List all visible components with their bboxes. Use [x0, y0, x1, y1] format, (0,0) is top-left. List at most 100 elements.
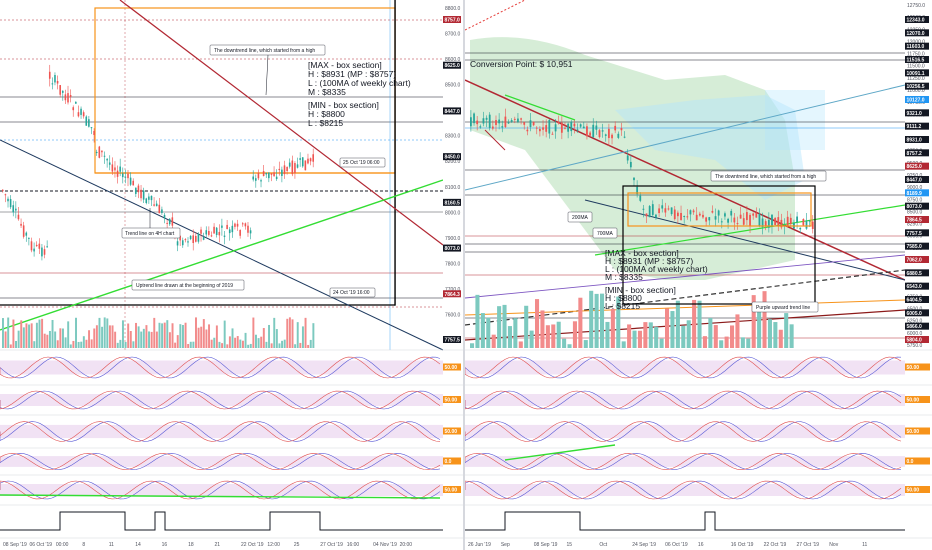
indicator-trend-line: [504, 444, 616, 461]
candle-body: [239, 229, 241, 236]
left-time-axis[interactable]: 08 Sep '19 06 Oct '19 00:00 8 11 14 16 18 21 22 O…: [0, 537, 463, 550]
volume-bar: [578, 297, 583, 348]
volume-bar: [255, 334, 257, 348]
candle-body: [611, 134, 613, 139]
time-tick-label: 04 Nov '19: [373, 542, 397, 548]
price-tag: [905, 269, 929, 277]
left-chart-canvas[interactable]: The downtrend line, which started from a…: [0, 0, 463, 550]
max-min-text: [MAX - box section] H : $8931 (MP : $875…: [308, 60, 411, 128]
volume-bar: [497, 306, 502, 348]
indicator-tag-label: 0.0: [907, 459, 914, 465]
volume-bar: [234, 337, 237, 348]
indicator-tag: [905, 363, 930, 371]
candle-body: [20, 223, 22, 226]
indicator-tag: [443, 457, 461, 465]
candle-body: [129, 177, 132, 185]
price-tag-label: 6543.0: [907, 284, 923, 290]
volume-bar: [304, 317, 307, 348]
volume-bar: [4, 331, 7, 348]
candle-body: [758, 213, 761, 226]
volume-bar: [616, 296, 621, 348]
price-tick-label: 7600.0: [445, 312, 461, 318]
volume-bar: [41, 318, 44, 348]
price-tag-label: 12343.0: [907, 18, 925, 24]
price-tag-label: 8625.0: [907, 164, 923, 170]
price-tick-label: 12000.0: [907, 39, 925, 45]
volume-bar: [643, 322, 648, 348]
indicator-signal-line: [0, 480, 441, 500]
volume-bar: [114, 331, 117, 348]
right-price-axis[interactable]: 12750.012500.012250.012000.011750.011500…: [905, 0, 932, 350]
volume-bar: [174, 342, 177, 348]
candle-body: [796, 216, 798, 223]
volume-bar: [28, 324, 31, 348]
volume-bar: [163, 322, 166, 348]
volume-bar: [116, 342, 119, 348]
candle-body: [488, 114, 491, 128]
candle-body: [510, 120, 513, 122]
price-tag: [443, 336, 461, 343]
candle-body: [485, 117, 488, 120]
candle-body: [470, 117, 472, 127]
indicator-band: [465, 484, 905, 496]
candle-body: [90, 127, 93, 129]
pane-divider[interactable]: [463, 0, 465, 550]
price-tag: [905, 29, 929, 37]
candle-body: [72, 107, 75, 111]
right-chart-pane[interactable]: Conversion Point: $ 10,951 The downtrend…: [465, 0, 932, 550]
price-tag: [905, 322, 929, 330]
volume-bar: [93, 328, 96, 348]
volume-bar: [252, 317, 255, 348]
candle-body: [501, 126, 504, 128]
indicator-signal-line: [465, 390, 902, 410]
candle-body: [642, 208, 645, 210]
volume-bar: [140, 331, 143, 348]
time-tick-label: 08 Sep '19: [534, 542, 558, 548]
candle-body: [658, 208, 660, 214]
candle-body: [786, 216, 789, 226]
right-chart-canvas[interactable]: Conversion Point: $ 10,951 The downtrend…: [465, 0, 932, 550]
time-tick-label: 08 Sep '19: [3, 542, 27, 548]
right-time-axis[interactable]: 26 Jun '19 Sep 08 Sep '19 15 Oct 24 Sep '19 06…: [465, 537, 932, 550]
volume-bar: [82, 336, 85, 348]
left-chart-pane[interactable]: The downtrend line, which started from a…: [0, 0, 463, 550]
time-tick-label: Nov: [829, 542, 838, 548]
candle-body: [121, 173, 124, 178]
volume-bar: [757, 301, 762, 348]
candle-body: [633, 177, 635, 181]
svg-text:Trend line on 4H chart: Trend line on 4H chart: [125, 231, 175, 237]
candle-body: [166, 222, 168, 224]
max-line-0: [MAX - box section]: [308, 60, 382, 70]
candle-body: [771, 214, 773, 227]
candle-body: [140, 189, 142, 199]
candle-body: [221, 225, 223, 228]
candle-body: [137, 185, 140, 193]
volume-bar: [239, 339, 242, 348]
candle-body: [639, 195, 642, 201]
price-tag-label: 8073.0: [445, 246, 461, 252]
volume-bar: [90, 339, 93, 348]
candle-body: [148, 196, 150, 200]
candle-body: [595, 125, 598, 130]
price-tick-label: 7900.0: [445, 236, 461, 242]
time-tick-label: 11: [862, 542, 867, 548]
volume-bar: [244, 332, 247, 348]
candle-body: [12, 205, 15, 213]
candle-body: [576, 129, 579, 131]
candle-body: [601, 130, 604, 132]
volume-bar: [283, 339, 286, 348]
purple-callout: Purple upward trend line: [751, 301, 819, 313]
svg-text:24 Oct '19 16:00: 24 Oct '19 16:00: [333, 290, 370, 296]
volume-bar: [153, 317, 156, 348]
right-horizontal-levels: [465, 52, 905, 339]
price-tick-label: 7700.0: [445, 287, 461, 293]
indicator-line: [465, 356, 902, 379]
price-tag-label: 7864.5: [907, 218, 923, 224]
volume-bar: [33, 341, 36, 348]
left-price-axis[interactable]: 8800.08700.08600.08500.08400.08300.08200…: [443, 0, 463, 350]
time-tick-label: 22 Oct '19: [764, 542, 787, 548]
price-tag: [905, 242, 929, 250]
candle-body: [698, 213, 701, 216]
candle-body: [739, 214, 742, 219]
candle-body: [22, 225, 25, 237]
